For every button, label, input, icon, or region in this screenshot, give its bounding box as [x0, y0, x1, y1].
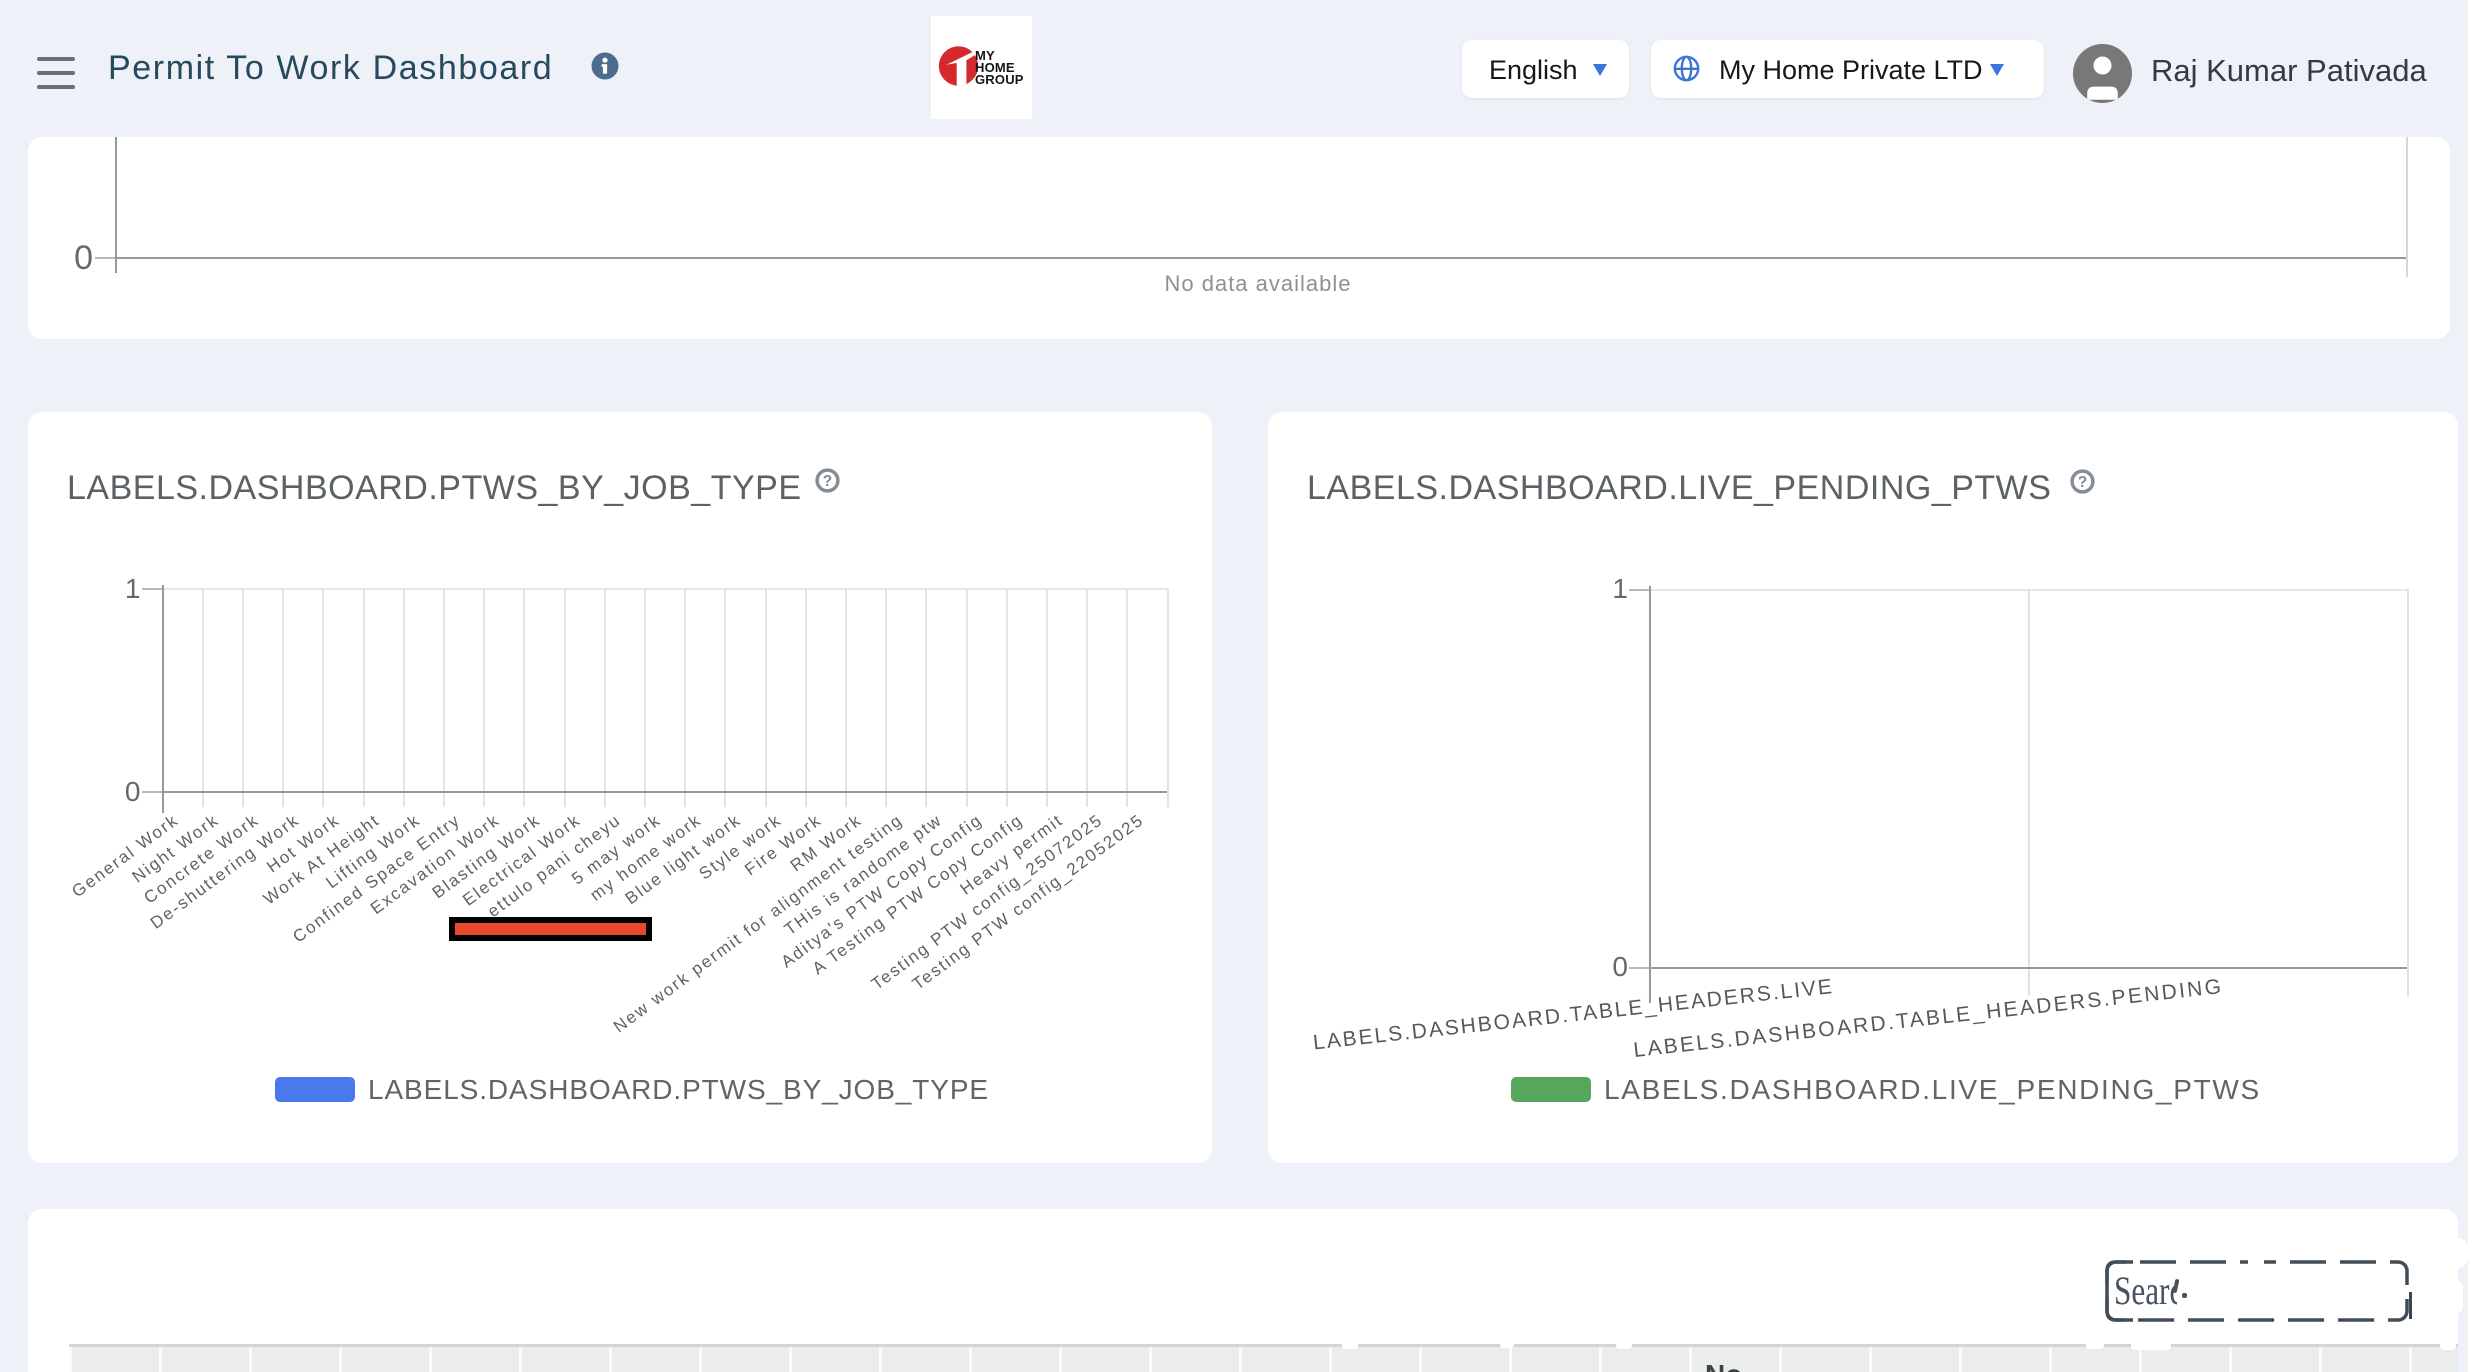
svg-text:?: ? — [2078, 474, 2087, 491]
svg-text:?: ? — [823, 473, 832, 490]
